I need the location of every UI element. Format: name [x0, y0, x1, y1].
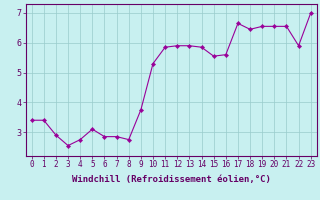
X-axis label: Windchill (Refroidissement éolien,°C): Windchill (Refroidissement éolien,°C) — [72, 175, 271, 184]
